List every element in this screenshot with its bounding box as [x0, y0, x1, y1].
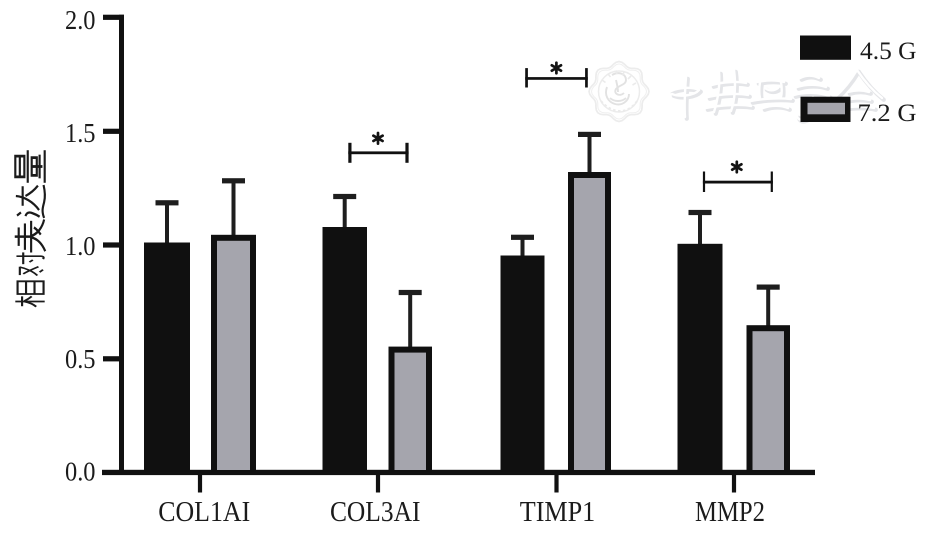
- svg-text:4.5 G: 4.5 G: [860, 38, 917, 65]
- svg-text:2.0: 2.0: [65, 4, 96, 35]
- svg-text:MMP2: MMP2: [695, 497, 765, 528]
- svg-text:COL1AI: COL1AI: [158, 497, 250, 528]
- svg-text:TIMP1: TIMP1: [520, 497, 596, 528]
- svg-text:COL3AI: COL3AI: [330, 497, 421, 528]
- svg-text:0.5: 0.5: [65, 343, 96, 374]
- svg-text:0.0: 0.0: [65, 456, 96, 487]
- svg-text:1.0: 1.0: [65, 230, 96, 261]
- svg-text:7.2 G: 7.2 G: [858, 100, 917, 127]
- svg-text:1.5: 1.5: [65, 117, 96, 148]
